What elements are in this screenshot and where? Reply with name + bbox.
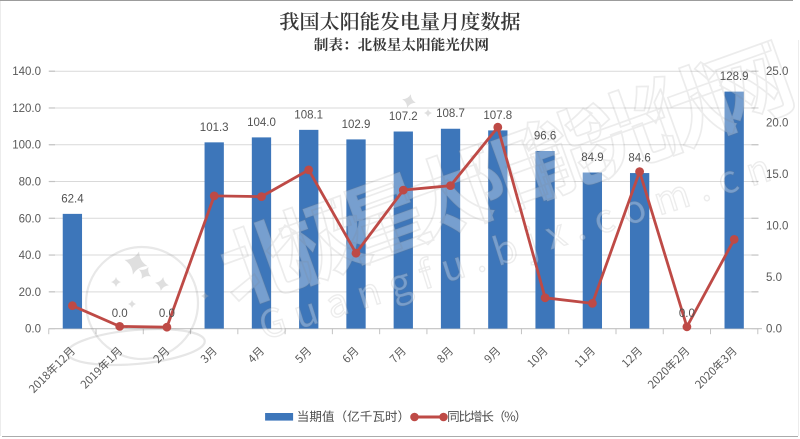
svg-text:80.0: 80.0 [19,177,41,189]
svg-text:62.4: 62.4 [61,193,84,205]
svg-text:104.0: 104.0 [247,117,276,129]
svg-text:102.9: 102.9 [342,119,371,131]
svg-text:0.0: 0.0 [159,308,175,320]
svg-text:0.0: 0.0 [112,308,128,320]
svg-text:60.0: 60.0 [19,213,41,225]
svg-text:0.0: 0.0 [679,308,695,320]
svg-text:20.0: 20.0 [766,118,788,130]
svg-text:0.0: 0.0 [766,324,782,336]
svg-text:101.3: 101.3 [200,122,229,134]
svg-text:0.0: 0.0 [25,324,41,336]
svg-text:107.2: 107.2 [389,111,418,123]
svg-text:84.9: 84.9 [581,152,603,164]
svg-text:107.8: 107.8 [483,110,512,122]
svg-text:20.0: 20.0 [19,287,41,299]
svg-text:40.0: 40.0 [19,250,41,262]
svg-text:108.7: 108.7 [436,108,465,120]
svg-text:108.1: 108.1 [294,109,323,121]
svg-text:120.0: 120.0 [12,103,41,115]
svg-text:100.0: 100.0 [12,140,41,152]
svg-text:128.9: 128.9 [720,71,749,83]
svg-text:25.0: 25.0 [766,66,788,78]
svg-text:84.6: 84.6 [628,153,650,165]
svg-text:10.0: 10.0 [766,221,788,233]
svg-text:140.0: 140.0 [12,66,41,78]
svg-text:96.6: 96.6 [534,131,556,143]
svg-text:15.0: 15.0 [766,169,788,181]
svg-text:5.0: 5.0 [766,272,782,284]
